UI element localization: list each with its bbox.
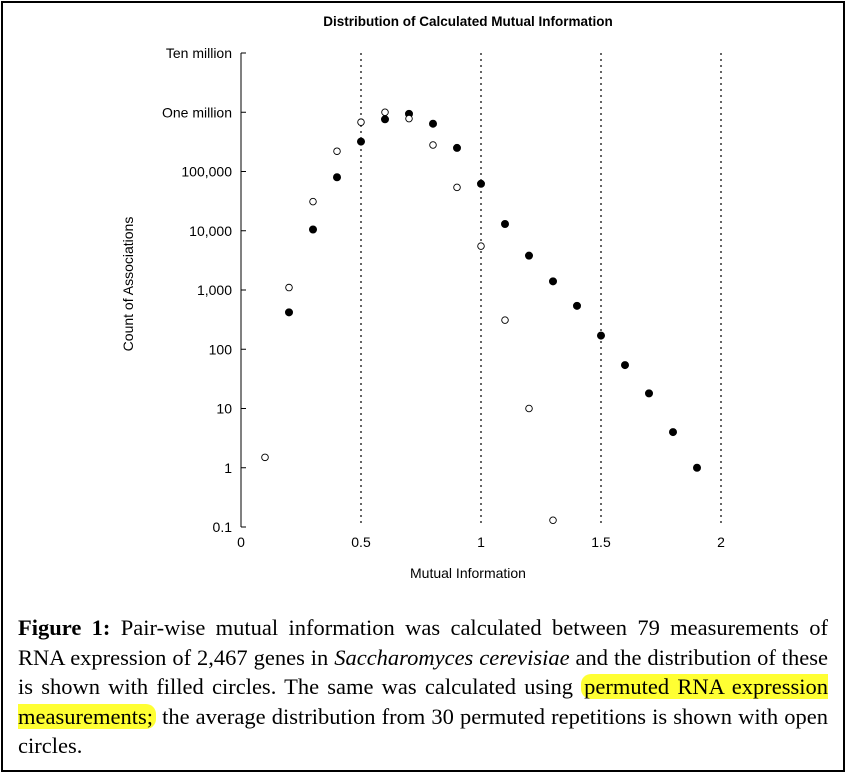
x-tick-label: 2 — [717, 534, 725, 550]
y-tick-label: One million — [162, 104, 232, 120]
open-circle-point — [453, 183, 461, 192]
filled-circle-point — [380, 115, 389, 124]
y-axis-ticks: Ten million One million 100,000 10,000 1,000… — [162, 45, 246, 535]
caption-text-3: the average distribution from 30 permute… — [18, 703, 828, 759]
caption-text-2: and the distribution of these is shown w… — [18, 644, 829, 700]
chart-title: Distribution of Calculated Mutual Inform… — [323, 14, 613, 29]
chart: Distribution of Calculated Mutual Inform… — [120, 14, 725, 581]
filled-circle-point — [284, 308, 293, 317]
filled-circle-point — [500, 219, 509, 228]
y-tick-label: 10 — [216, 401, 232, 417]
open-circle-point — [357, 118, 365, 126]
x-tick-label: 1.5 — [591, 534, 611, 550]
y-tick-label: 1 — [224, 460, 232, 476]
filled-circle-point — [525, 251, 534, 260]
y-tick-label: 0.1 — [213, 519, 233, 535]
grid-lines — [360, 53, 722, 527]
x-tick-label: 0 — [237, 534, 245, 550]
y-tick-label: 10,000 — [189, 223, 232, 239]
open-circle-point — [405, 114, 413, 123]
open-circle-point — [261, 453, 269, 462]
y-tick-label: 100 — [209, 341, 233, 357]
open-circle-point — [549, 516, 557, 524]
open-circle-point — [381, 108, 389, 116]
figure-caption: Figure 1: Pair-wise mutual information w… — [18, 613, 828, 761]
y-axis-label: Count of Associations — [120, 217, 136, 352]
data-points — [261, 108, 702, 524]
filled-circle-point — [549, 277, 558, 286]
filled-circle-point — [428, 119, 437, 128]
x-tick-label: 1 — [477, 534, 485, 550]
filled-circle-point — [356, 137, 365, 146]
filled-circle-point — [669, 428, 678, 437]
filled-circle-point — [621, 361, 630, 370]
x-axis-label: Mutual Information — [410, 565, 526, 581]
filled-circle-point — [573, 301, 582, 310]
filled-circle-point — [693, 463, 702, 472]
open-circle-point — [477, 242, 485, 250]
open-circle-point — [309, 197, 317, 206]
caption-text-1: Pair-wise mutual information was calcula… — [18, 615, 828, 670]
y-tick-label: 1,000 — [197, 282, 232, 298]
open-circle-point — [285, 283, 293, 292]
open-circle-point — [429, 141, 437, 149]
open-circle-point — [501, 316, 509, 324]
y-tick-label: Ten million — [166, 45, 232, 61]
caption-label: Figure 1: — [18, 615, 111, 640]
x-axis-ticks: 0 0.5 1 1.5 2 — [237, 534, 725, 550]
filled-circle-point — [645, 389, 654, 398]
x-tick-label: 0.5 — [351, 534, 371, 550]
filled-circle-point — [332, 173, 341, 182]
open-circle-point — [333, 147, 341, 155]
y-tick-label: 100,000 — [181, 164, 232, 180]
filled-circle-point — [452, 143, 461, 152]
filled-circle-point — [597, 331, 606, 340]
caption-species: Saccharomyces cerevisiae — [334, 644, 570, 670]
filled-circle-point — [476, 179, 485, 188]
open-circle-point — [525, 404, 533, 413]
filled-circle-point — [308, 225, 317, 234]
